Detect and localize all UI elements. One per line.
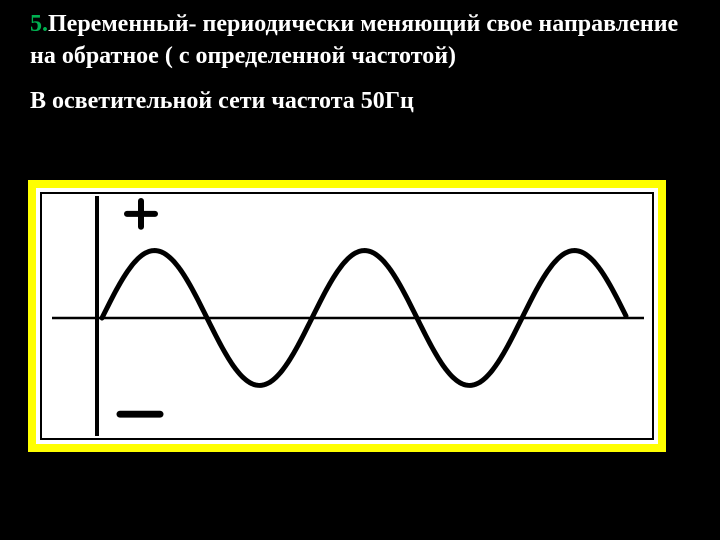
sine-chart-border — [28, 180, 666, 452]
heading-line1-text: Переменный- периодически меняющий свое н… — [30, 11, 678, 69]
heading-number: 5. — [30, 11, 48, 37]
sine-chart-inner — [40, 192, 654, 440]
heading-text: 5.Переменный- периодически меняющий свое… — [30, 8, 700, 117]
heading-line-1: 5.Переменный- периодически меняющий свое… — [30, 8, 700, 73]
sine-wave-svg — [42, 194, 652, 438]
sine-chart-container — [28, 180, 666, 452]
heading-line-2: В осветительной сети частота 50Гц — [30, 85, 700, 117]
